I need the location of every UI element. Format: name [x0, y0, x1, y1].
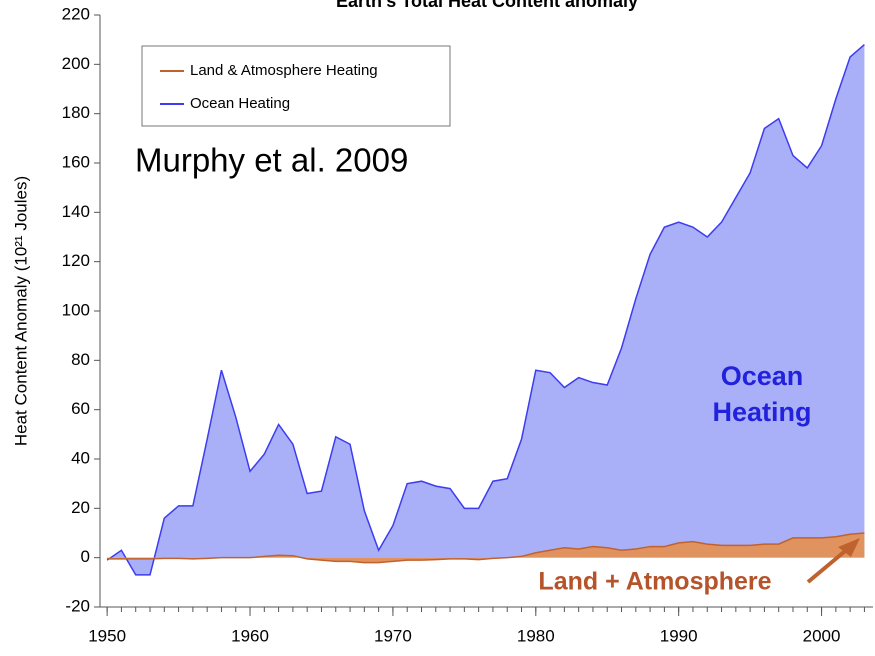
y-tick-label: 60 — [71, 399, 90, 418]
y-tick-label: 180 — [62, 103, 90, 122]
y-tick-label: 120 — [62, 251, 90, 270]
area — [107, 533, 865, 563]
x-tick-label: 1950 — [88, 626, 126, 645]
x-tick-label: 1960 — [231, 626, 269, 645]
arrow-head — [838, 538, 860, 557]
x-tick-label: 1990 — [660, 626, 698, 645]
y-tick-label: 220 — [62, 4, 90, 23]
legend-box — [141, 45, 451, 127]
y-axis-label: Heat Content Anomaly (10²¹ Joules) — [11, 176, 30, 446]
area — [107, 44, 865, 575]
y-tick-label: -20 — [65, 596, 90, 615]
x-tick-label: 1970 — [374, 626, 412, 645]
y-tick-label: 140 — [62, 202, 90, 221]
plot-area — [106, 44, 865, 576]
ocean-annotation: Heating — [712, 397, 811, 427]
line — [106, 44, 865, 576]
chart-title: Earth's Total Heat Content anomaly — [336, 0, 638, 11]
y-tick-label: 80 — [71, 350, 90, 369]
legend-label: Land & Atmosphere Heating — [190, 62, 378, 79]
line — [107, 532, 865, 564]
y-tick-label: 100 — [62, 300, 90, 319]
y-tick-label: 160 — [62, 152, 90, 171]
x-tick-label: 1980 — [517, 626, 555, 645]
x-tick-label: 2000 — [803, 626, 841, 645]
y-tick-label: 0 — [81, 547, 90, 566]
y-tick-label: 20 — [71, 498, 90, 517]
citation: Murphy et al. 2009 — [135, 142, 408, 179]
y-tick-label: 40 — [71, 448, 90, 467]
ocean-annotation: Ocean — [721, 361, 804, 391]
y-tick-label: 200 — [62, 54, 90, 73]
arrow — [806, 545, 852, 584]
legend-label: Ocean Heating — [190, 95, 290, 112]
land-annotation: Land + Atmosphere — [538, 568, 771, 596]
